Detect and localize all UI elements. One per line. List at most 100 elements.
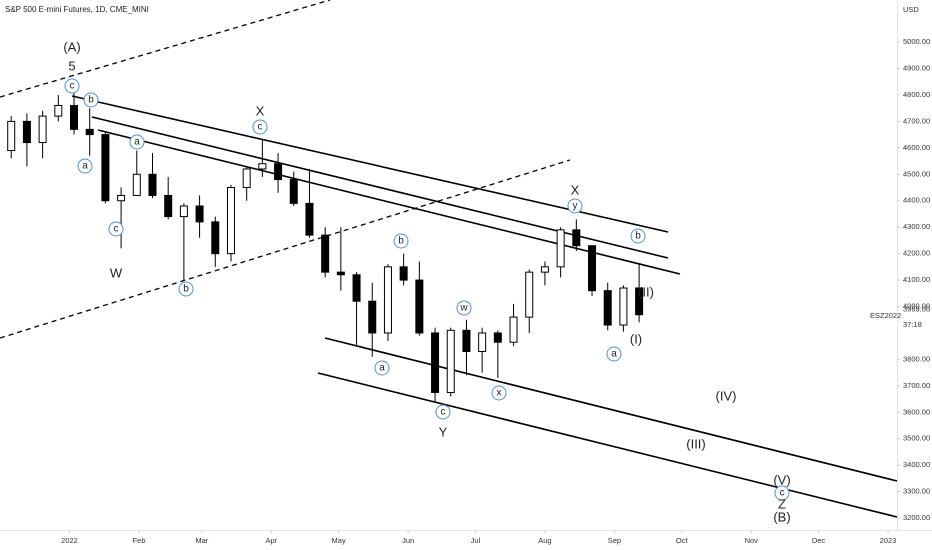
candle-body (368, 300, 377, 334)
candle-body (195, 205, 204, 223)
candle-body (54, 105, 63, 117)
y-tick-label: 3200.00 (903, 513, 930, 522)
countdown: 37:18 (903, 320, 922, 329)
dashed-channel-lower (0, 159, 571, 339)
candle-body (164, 194, 173, 218)
wave-circle (108, 221, 124, 237)
y-tick-label: 4300.00 (903, 222, 930, 231)
candle-body (446, 329, 455, 393)
symbol-label: ESZ2022 (870, 311, 901, 320)
candle-body (572, 229, 581, 247)
wave-label: X (571, 182, 580, 197)
wave-label: c (114, 224, 119, 235)
candle-body (7, 120, 16, 151)
y-tick-label: 4100.00 (903, 275, 930, 284)
wave-circle (630, 228, 646, 244)
wave-label: b (635, 231, 641, 242)
wave-label: c (258, 122, 263, 133)
channel-line (324, 337, 898, 482)
candle-body (258, 163, 267, 170)
wave-label: b (88, 95, 94, 106)
y-tick-label: 4700.00 (903, 116, 930, 125)
candle-body (305, 202, 314, 236)
wave-circle (252, 119, 268, 135)
candle-body (211, 221, 220, 255)
y-tick-label: 4800.00 (903, 90, 930, 99)
x-tick-label: Apr (266, 536, 278, 545)
wave-circle (129, 134, 145, 150)
y-tick-label: 4600.00 (903, 143, 930, 152)
candle-body (603, 290, 612, 326)
wave-label: X (256, 103, 265, 118)
wave-circle (178, 281, 194, 297)
y-tick-label: 3800.00 (903, 354, 930, 363)
candle-body (70, 105, 79, 130)
wave-label: (V) (773, 472, 790, 487)
x-tick-label: Nov (745, 536, 759, 545)
candle-body (588, 245, 597, 292)
x-tick-label: Jul (471, 536, 481, 545)
candle-body (117, 194, 126, 202)
candle-body (101, 134, 110, 202)
candle-body (462, 329, 471, 352)
candle-body (478, 332, 487, 352)
candle-body (289, 179, 298, 204)
wave-label: a (611, 349, 617, 360)
candle-body (525, 271, 534, 318)
wave-label: (A) (63, 39, 80, 54)
y-tick-label: 4000.00 (903, 302, 930, 311)
candle-body (132, 173, 141, 196)
candle-body (415, 279, 424, 334)
wave-label: 5 (68, 58, 75, 73)
wave-label: W (110, 265, 123, 280)
wave-label: a (82, 161, 88, 172)
x-tick-label: Aug (538, 536, 551, 545)
candle-body (274, 163, 283, 181)
candle-body (431, 332, 440, 393)
wave-circle (567, 198, 583, 214)
wave-label: (I) (630, 331, 642, 346)
annotations: (A)5cbacWabXcbawcYxXyba(II)(I)(IV)(III)(… (63, 39, 790, 524)
wave-label: (II) (638, 284, 654, 299)
x-tick-label: Feb (133, 536, 146, 545)
y-tick-label: 3400.00 (903, 460, 930, 469)
wave-circle (83, 92, 99, 108)
wave-circle (774, 485, 790, 501)
last-price-label: 3969.00 (903, 305, 930, 314)
wave-circle (435, 404, 451, 420)
wave-label: b (398, 236, 404, 247)
dashed-channel-upper (0, 0, 331, 98)
x-tick-label: Dec (812, 536, 826, 545)
wave-label: Y (439, 424, 448, 439)
wave-label: a (134, 137, 140, 148)
wave-label: w (459, 303, 468, 314)
x-tick-label: Oct (676, 536, 689, 545)
candle-body (619, 287, 628, 326)
y-tick-label: 4900.00 (903, 63, 930, 72)
candle-body (399, 266, 408, 281)
y-tick-label: 3600.00 (903, 407, 930, 416)
x-tick-label: 2022 (61, 536, 78, 545)
candle-body (509, 316, 518, 343)
candle-body (540, 266, 549, 273)
wave-circle (491, 385, 507, 401)
candle-body (242, 168, 251, 189)
y-tick-label: 4500.00 (903, 169, 930, 178)
wave-label: a (379, 363, 385, 374)
wave-circle (77, 158, 93, 174)
candle-body (635, 287, 644, 316)
chart-title: S&P 500 E-mini Futures, 1D, CME_MINI (5, 5, 149, 14)
y-tick-label: 4400.00 (903, 196, 930, 205)
wave-circle (64, 78, 80, 94)
candles (7, 92, 644, 402)
candle-body (38, 115, 47, 144)
candle-body (352, 274, 361, 302)
candle-body (336, 271, 345, 276)
wave-label: c (70, 81, 75, 92)
wave-circle (393, 233, 409, 249)
candle-body (179, 205, 188, 218)
wave-label: c (441, 407, 446, 418)
y-tick-label: 4200.00 (903, 249, 930, 258)
